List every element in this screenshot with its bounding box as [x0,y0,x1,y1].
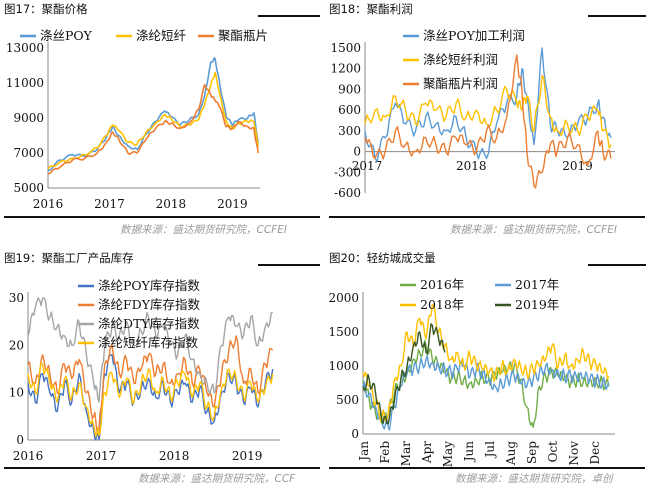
legend-label: 涤纶DTY库存指数 [98,316,200,331]
source-note: 数据来源：盛达期货研究院，CCFEI [120,224,287,236]
series-line [27,354,274,441]
legend-label: 2019年 [515,297,559,312]
panel-textile-city-volume: 图20：轻纺城成交量 0 500 1000 1500 2000 Jan Feb Mar Apr M… [325,245,650,490]
x-tick-label: Oct [546,441,560,463]
legend-label: 2017年 [515,277,559,292]
y-tick-label: 0 [351,427,359,441]
series-line [362,304,610,422]
series-line [364,54,612,189]
x-tick-label: Aug [504,441,518,466]
y-tick-label: 11000 [6,76,44,90]
series-line [47,71,259,170]
legend-label: 聚酯瓶片利润 [423,76,498,91]
y-tick-label: 500 [336,393,359,407]
chart-factory-inventory: 0 10 20 30 2016 2017 2018 2019 涤纶POY库存指数涤纶FDY库存指… [9,278,280,463]
y-tick-label: 5000 [13,181,44,195]
legend-label: 涤纶短纤 [136,28,187,43]
title-rule [258,15,320,17]
panel-polyester-profit: 图18：聚酯利润 -600 -300 0 300 600 900 1200 1500 2017 2… [325,0,650,245]
x-tick-label: 2019 [232,449,263,463]
chart-polyester-profit: -600 -300 0 300 600 900 1200 1500 2017 2018 2019 涤丝… [330,28,615,200]
y-tick-label: 0 [353,145,361,159]
x-tick-label: 2017 [94,197,125,211]
y-tick-label: 2000 [328,291,359,305]
y-tick-label: 1500 [328,325,359,339]
source-note: 数据来源：盛达期货研究院，CCFEI [450,224,617,236]
x-tick-label: 2017 [86,449,117,463]
source-note: 数据来源：盛达期货研究院，CCF [138,473,296,485]
series-line [47,84,259,175]
x-tick-label: 2016 [33,197,64,211]
title-rule [588,15,646,17]
legend-label: 涤纶短纤利润 [423,52,498,67]
title-rule [258,264,320,266]
x-tick-label: 2019 [562,159,593,173]
x-tick-label: 2017 [352,159,383,173]
y-tick-label: 1500 [330,41,361,55]
y-tick-label: 0 [16,433,24,447]
panel-title: 图17：聚酯价格 [4,2,88,16]
chart-polyester-price: 5000 7000 9000 11000 13000 2016 2017 2018 2019 涤丝… [6,28,268,211]
y-tick-label: 13000 [6,41,44,55]
bottom-rule [4,216,320,218]
series-line [362,323,446,425]
x-tick-label: Nov [567,441,581,466]
x-tick-label: Jun [462,441,476,464]
y-tick-label: -300 [334,165,361,179]
y-tick-label: -600 [334,186,361,200]
panel-title: 图20：轻纺城成交量 [329,251,436,265]
y-tick-label: 900 [338,82,361,96]
panel-title: 图18：聚酯利润 [329,2,413,16]
legend-label: 聚酯瓶片 [218,28,268,43]
x-tick-label: 2018 [159,449,190,463]
x-tick-label: Mar [399,441,413,466]
y-tick-label: 20 [9,338,24,352]
legend-label: 涤丝POY [40,28,93,43]
y-tick-label: 7000 [13,146,44,160]
series-line [27,335,274,435]
y-tick-label: 9000 [13,111,44,125]
x-tick-label: Feb [378,441,392,464]
panel-title: 图19：聚酯工厂产品库存 [4,251,134,265]
x-tick-label: 2019 [217,197,248,211]
series-line [27,297,274,403]
source-note: 数据来源：盛达期货研究院，卓创 [455,473,613,485]
series-line [27,362,274,438]
series-line [364,74,612,149]
x-tick-label: 2016 [13,449,44,463]
x-tick-label: Sep [525,441,539,464]
y-tick-label: 600 [338,103,361,117]
bottom-rule [4,467,320,469]
legend-label: 2018年 [420,297,464,312]
x-tick-label: Jan [357,441,371,463]
bottom-rule [329,216,645,218]
y-tick-label: 300 [338,124,361,138]
series-line [364,47,612,163]
legend-label: 涤纶短纤库存指数 [98,335,199,350]
y-tick-label: 10 [9,386,24,400]
panel-polyester-price: 图17：聚酯价格 5000 7000 9000 11000 13000 2016 2017 2… [0,0,325,245]
x-tick-label: May [441,441,455,467]
bottom-rule [329,467,645,469]
legend-label: 涤纶POY库存指数 [98,278,200,293]
x-tick-label: 2018 [156,197,187,211]
chart-textile-city-volume: 0 500 1000 1500 2000 Jan Feb Mar Apr May Jun Jul Aug… [328,277,615,467]
title-rule [588,264,646,266]
y-tick-label: 1000 [328,359,359,373]
y-tick-label: 30 [9,291,24,305]
y-tick-label: 1200 [330,62,361,76]
panel-factory-inventory: 图19：聚酯工厂产品库存 0 10 20 30 2016 2017 2018 2019 涤纶PO… [0,245,325,490]
x-tick-label: Jul [483,441,497,460]
series-line [47,57,259,172]
x-tick-label: Dec [588,441,602,465]
x-tick-label: Apr [420,441,434,464]
legend-label: 2016年 [420,277,464,292]
x-tick-label: 2018 [456,159,487,173]
legend-label: 涤纶FDY库存指数 [98,297,200,312]
legend-label: 涤丝POY加工利润 [423,28,525,43]
